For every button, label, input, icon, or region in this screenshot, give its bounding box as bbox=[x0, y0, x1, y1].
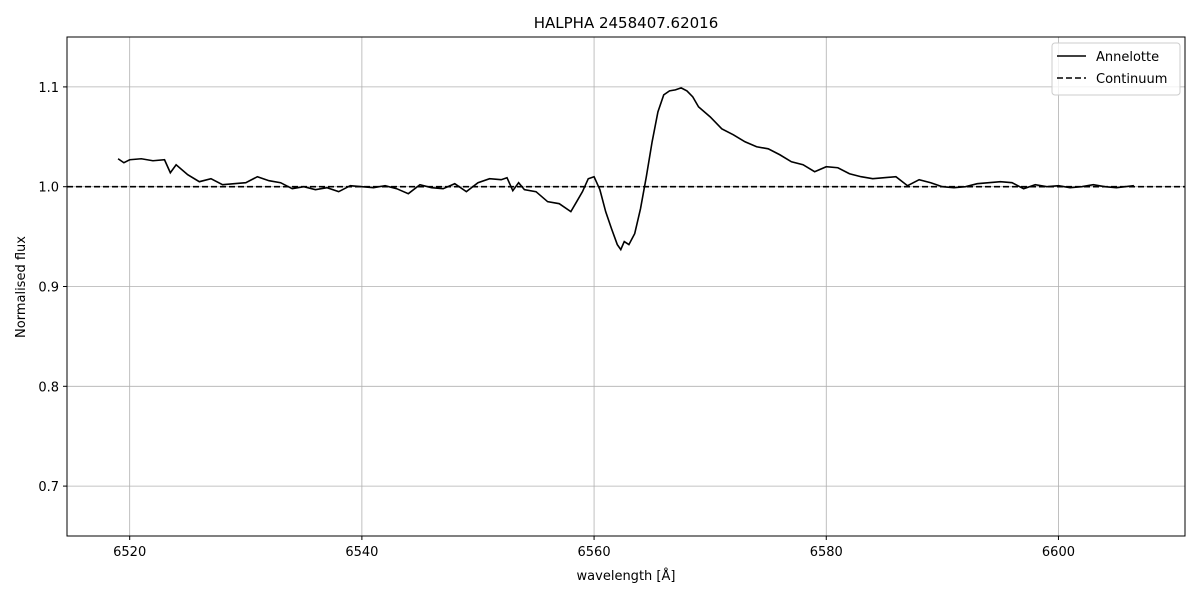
x-tick-label: 6580 bbox=[810, 545, 843, 560]
y-tick-label: 1.0 bbox=[38, 181, 59, 196]
y-tick-label: 0.9 bbox=[38, 281, 59, 296]
x-axis-label: wavelength [Å] bbox=[577, 568, 676, 584]
y-tick-label: 1.1 bbox=[38, 81, 59, 96]
plot-frame bbox=[66, 36, 1186, 537]
chart-title: HALPHA 2458407.62016 bbox=[534, 14, 719, 32]
legend-label: Continuum bbox=[1096, 72, 1167, 87]
x-tick-label: 6540 bbox=[345, 545, 378, 560]
x-tick-label: 6520 bbox=[113, 545, 146, 560]
y-tick-label: 0.8 bbox=[38, 380, 59, 395]
y-axis-label: Normalised flux bbox=[14, 236, 29, 338]
y-tick-label: 0.7 bbox=[38, 480, 59, 495]
x-tick-label: 6600 bbox=[1042, 545, 1075, 560]
series-line bbox=[117, 87, 1135, 252]
x-tick-label: 6560 bbox=[578, 545, 611, 560]
legend-label: Annelotte bbox=[1096, 50, 1159, 65]
